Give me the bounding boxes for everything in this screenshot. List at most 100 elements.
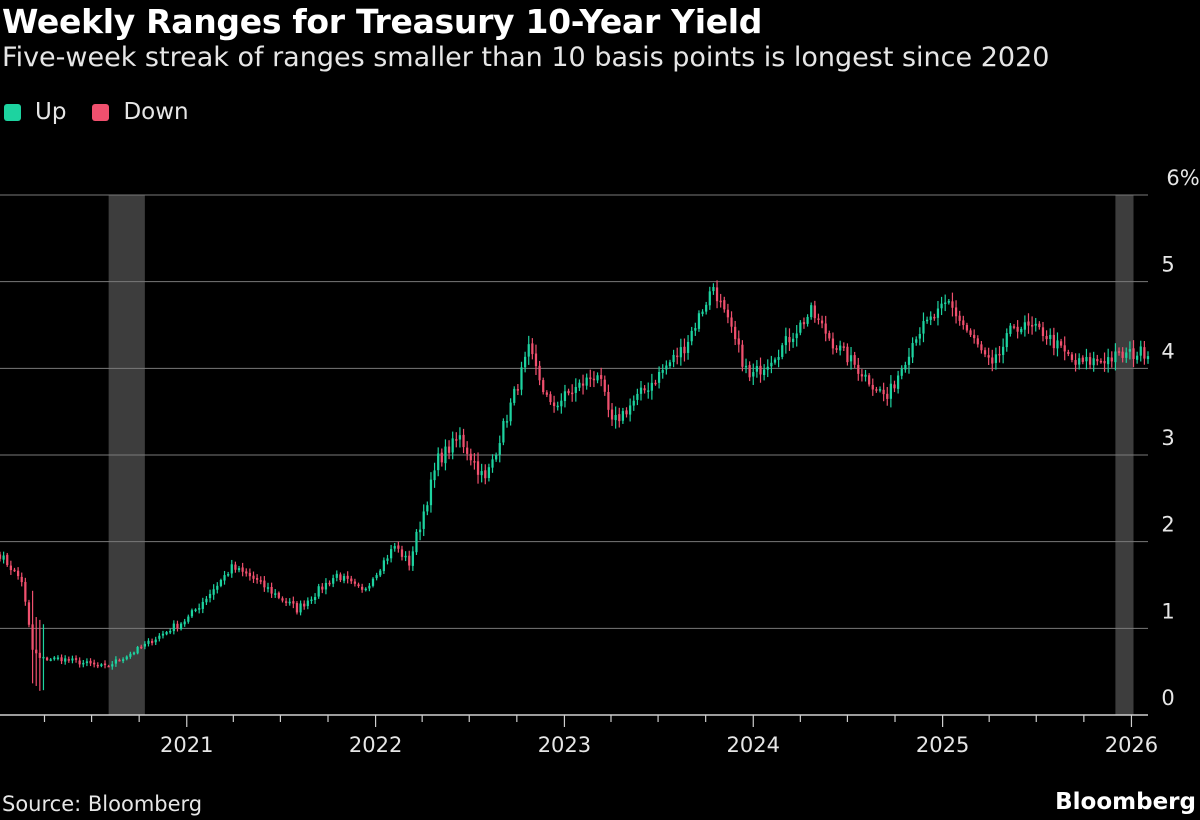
candle-body-up [418, 529, 422, 533]
candle-body-up [523, 356, 527, 368]
candle-body-down [1088, 357, 1092, 365]
candle-body-up [179, 623, 183, 630]
candle-body-down [1012, 326, 1016, 328]
candle-body-down [78, 660, 81, 665]
candle-body-up [889, 383, 892, 399]
candle-body-up [194, 609, 197, 611]
candle-body-down [581, 383, 585, 386]
x-tick-label-2026: 2026 [1105, 733, 1158, 757]
candle-body-up [161, 633, 165, 636]
candle-body-down [45, 657, 49, 661]
candle-body-up [679, 347, 682, 358]
candle-body-up [136, 646, 139, 654]
y-tick-label-5: 5 [1161, 253, 1174, 277]
candle-body-down [469, 453, 472, 461]
y-tick-label-2: 2 [1161, 513, 1174, 537]
candle-body-down [408, 555, 411, 566]
candle-body-down [828, 333, 831, 339]
candle-body-down [20, 576, 23, 583]
candle-body-up [342, 576, 346, 581]
candle-body-up [375, 575, 378, 579]
candle-body-up [85, 661, 89, 664]
candle-body-up [636, 393, 639, 400]
candle-body-up [686, 341, 690, 353]
candle-body-down [542, 380, 545, 393]
candle-body-up [810, 305, 813, 318]
candle-body-down [103, 663, 107, 666]
candle-body-down [618, 414, 621, 422]
candle-body-down [1059, 341, 1063, 346]
candle-body-up [1005, 333, 1008, 348]
candle-body-down [13, 569, 16, 572]
candle-body-down [951, 301, 954, 308]
candle-body-down [813, 305, 816, 319]
candle-body-down [875, 389, 878, 391]
candle-body-up [904, 364, 907, 370]
candle-body-up [306, 600, 309, 607]
candle-body-down [788, 336, 791, 343]
candle-body-down [1045, 335, 1048, 340]
candle-body-down [737, 338, 740, 345]
candle-body-down [549, 394, 552, 403]
candle-body-up [690, 330, 693, 342]
candle-body-down [67, 659, 70, 661]
candle-body-up [918, 333, 921, 339]
candle-body-down [842, 346, 845, 348]
candle-body-up [1023, 322, 1026, 330]
candle-body-down [60, 657, 63, 662]
candle-body-down [592, 378, 596, 381]
candle-body-down [353, 581, 357, 584]
candle-body-up [1078, 358, 1081, 365]
candle-body-up [415, 531, 418, 553]
y-tick-label-1: 1 [1161, 599, 1174, 623]
candle-body-down [973, 334, 976, 339]
candle-body-down [748, 365, 751, 378]
candle-body-up [143, 643, 146, 647]
candle-body-down [303, 603, 306, 607]
candle-body-down [534, 353, 538, 367]
x-tick-label-2025: 2025 [916, 733, 969, 757]
candle-body-down [610, 409, 614, 420]
candle-body-down [466, 447, 469, 454]
candle-body-up [42, 656, 45, 659]
candle-body-down [802, 322, 806, 325]
candle-body-up [744, 365, 748, 368]
candle-body-down [74, 658, 78, 660]
candle-body-up [223, 575, 226, 581]
candle-body-down [835, 348, 838, 350]
candle-body-down [683, 346, 686, 354]
candle-body-down [983, 350, 987, 355]
candle-body-down [871, 384, 874, 390]
candle-body-up [639, 387, 643, 394]
candle-body-up [368, 585, 371, 589]
candle-body-up [936, 308, 940, 318]
candle-body-down [256, 578, 259, 580]
candle-body-up [299, 603, 302, 613]
candle-body-up [154, 639, 157, 643]
candle-body-up [1139, 346, 1142, 356]
candle-body-up [556, 405, 559, 408]
candle-body-up [288, 601, 291, 604]
candle-body-down [1041, 327, 1045, 336]
candle-body-up [781, 345, 784, 357]
candle-body-up [71, 658, 74, 661]
candle-body-down [969, 330, 972, 335]
x-tick-label-2024: 2024 [727, 733, 780, 757]
candle-body-up [806, 316, 809, 324]
candle-body-up [574, 386, 577, 393]
candle-body-up [795, 333, 798, 339]
candle-body-up [1049, 334, 1052, 339]
y-tick-label-4: 4 [1161, 339, 1174, 363]
candle-body-up [53, 657, 56, 660]
candle-body-down [531, 343, 534, 355]
candle-body-down [1038, 323, 1041, 328]
candle-body-up [509, 402, 512, 422]
candle-body-down [868, 375, 871, 385]
candle-body-up [458, 435, 462, 440]
candle-body-up [364, 588, 367, 591]
candle-body-up [505, 421, 509, 423]
candle-body-down [1117, 351, 1121, 353]
candle-body-down [516, 389, 519, 391]
candle-body-up [100, 664, 103, 667]
candle-body-down [933, 316, 936, 319]
